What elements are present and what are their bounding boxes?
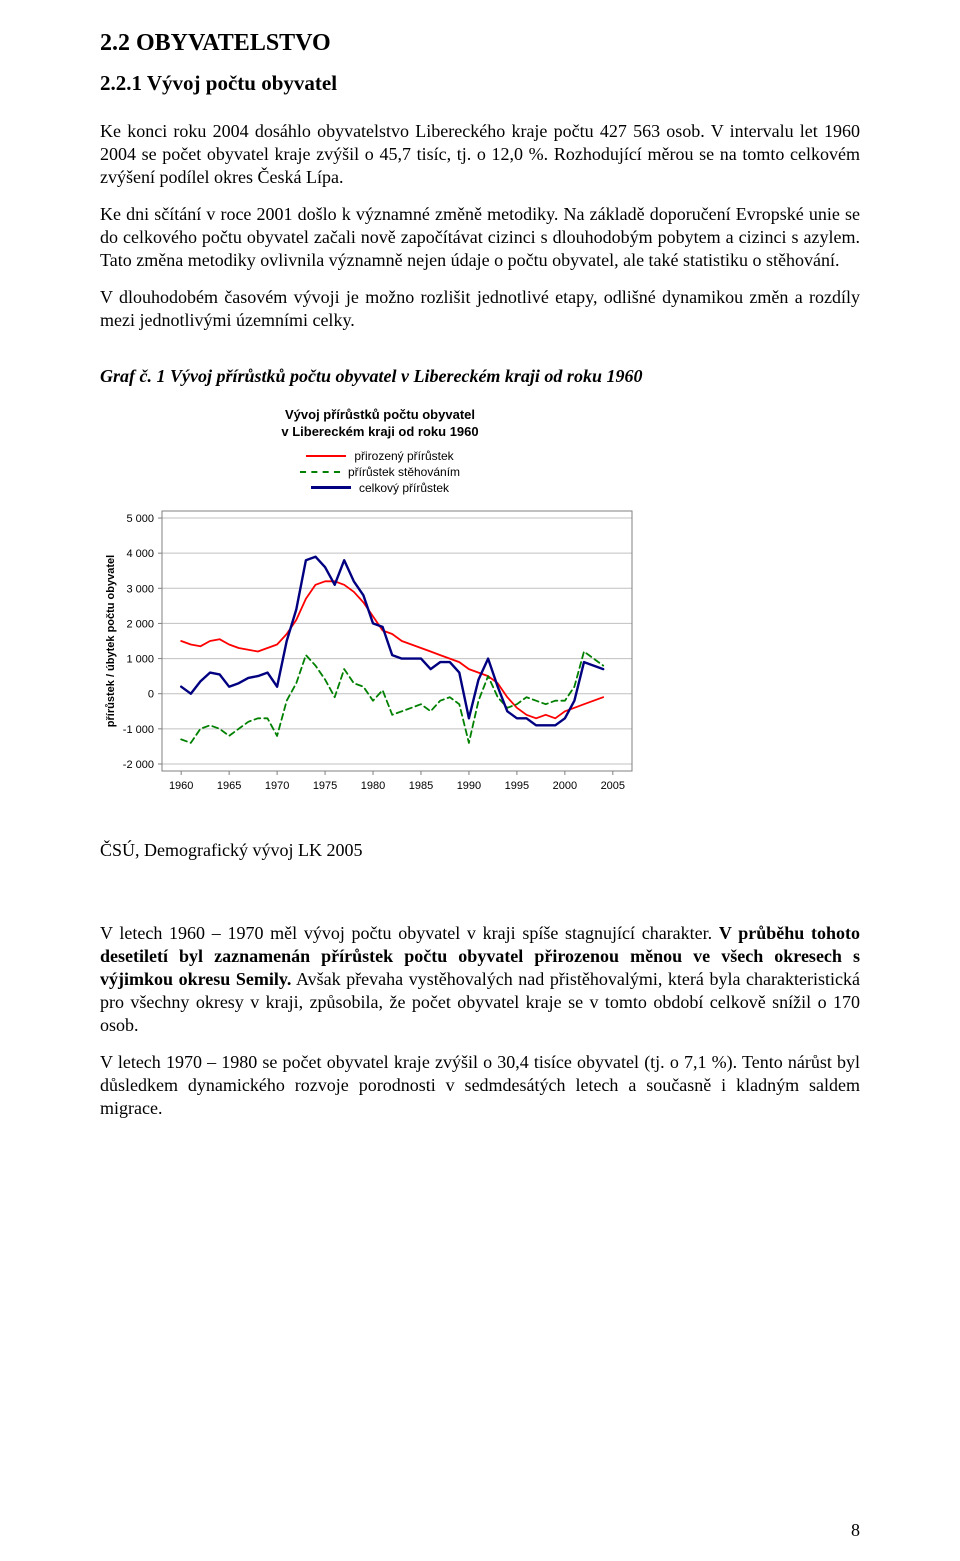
legend-swatch-migration	[300, 471, 340, 473]
para4-left: V letech 1960 – 1970 měl vývoj počtu oby…	[100, 923, 719, 943]
legend-swatch-natural	[306, 455, 346, 457]
legend-label-migration: přírůstek stěhováním	[348, 465, 460, 479]
subsection-heading: 2.2.1 Vývoj počtu obyvatel	[100, 71, 860, 96]
svg-text:1960: 1960	[169, 780, 193, 792]
section-heading: 2.2 OBYVATELSTVO	[100, 30, 860, 57]
legend-item-natural: přirozený přírůstek	[306, 448, 453, 464]
svg-text:2000: 2000	[553, 780, 577, 792]
svg-text:5 000: 5 000	[126, 513, 154, 525]
svg-text:1975: 1975	[313, 780, 337, 792]
page-number: 8	[851, 1520, 860, 1541]
legend-item-migration: přírůstek stěhováním	[300, 464, 460, 480]
paragraph-2: Ke dni sčítání v roce 2001 došlo k význa…	[100, 203, 860, 272]
legend-item-total: celkový přírůstek	[311, 480, 449, 496]
document-page: 2.2 OBYVATELSTVO 2.2.1 Vývoj počtu obyva…	[0, 0, 960, 1561]
chart-title-line2: v Libereckém kraji od roku 1960	[281, 424, 478, 439]
chart-legend: přirozený přírůstek přírůstek stěhováním…	[100, 448, 660, 496]
paragraph-1: Ke konci roku 2004 dosáhlo obyvatelstvo …	[100, 120, 860, 189]
chart-title-line1: Vývoj přírůstků počtu obyvatel	[285, 407, 475, 422]
svg-text:-1 000: -1 000	[123, 724, 154, 736]
svg-text:1990: 1990	[457, 780, 481, 792]
svg-text:1985: 1985	[409, 780, 433, 792]
paragraph-3: V dlouhodobém časovém vývoji je možno ro…	[100, 286, 860, 332]
paragraph-4: V letech 1960 – 1970 měl vývoj počtu oby…	[100, 922, 860, 1037]
svg-text:3 000: 3 000	[126, 583, 154, 595]
paragraph-5: V letech 1970 – 1980 se počet obyvatel k…	[100, 1051, 860, 1120]
svg-text:1965: 1965	[217, 780, 241, 792]
svg-text:2 000: 2 000	[126, 618, 154, 630]
chart-source: ČSÚ, Demografický vývoj LK 2005	[100, 839, 860, 862]
svg-text:2005: 2005	[601, 780, 625, 792]
legend-swatch-total	[311, 486, 351, 489]
svg-text:-2 000: -2 000	[123, 759, 154, 771]
svg-text:1970: 1970	[265, 780, 289, 792]
svg-text:1 000: 1 000	[126, 653, 154, 665]
svg-text:4 000: 4 000	[126, 548, 154, 560]
svg-text:1995: 1995	[505, 780, 529, 792]
svg-text:0: 0	[148, 688, 154, 700]
chart-caption: Graf č. 1 Vývoj přírůstků počtu obyvatel…	[100, 366, 860, 387]
svg-text:přírůstek / úbytek počtu obyva: přírůstek / úbytek počtu obyvatel	[105, 555, 117, 727]
chart-title: Vývoj přírůstků počtu obyvatel v Liberec…	[100, 407, 660, 440]
legend-label-total: celkový přírůstek	[359, 481, 449, 495]
legend-label-natural: přirozený přírůstek	[354, 449, 453, 463]
svg-text:1980: 1980	[361, 780, 385, 792]
chart-svg: -2 000 -1 000 0 1 000 2 000 3 000 4 000 5 000 19…	[100, 506, 644, 804]
chart-container: Vývoj přírůstků počtu obyvatel v Liberec…	[100, 407, 660, 809]
